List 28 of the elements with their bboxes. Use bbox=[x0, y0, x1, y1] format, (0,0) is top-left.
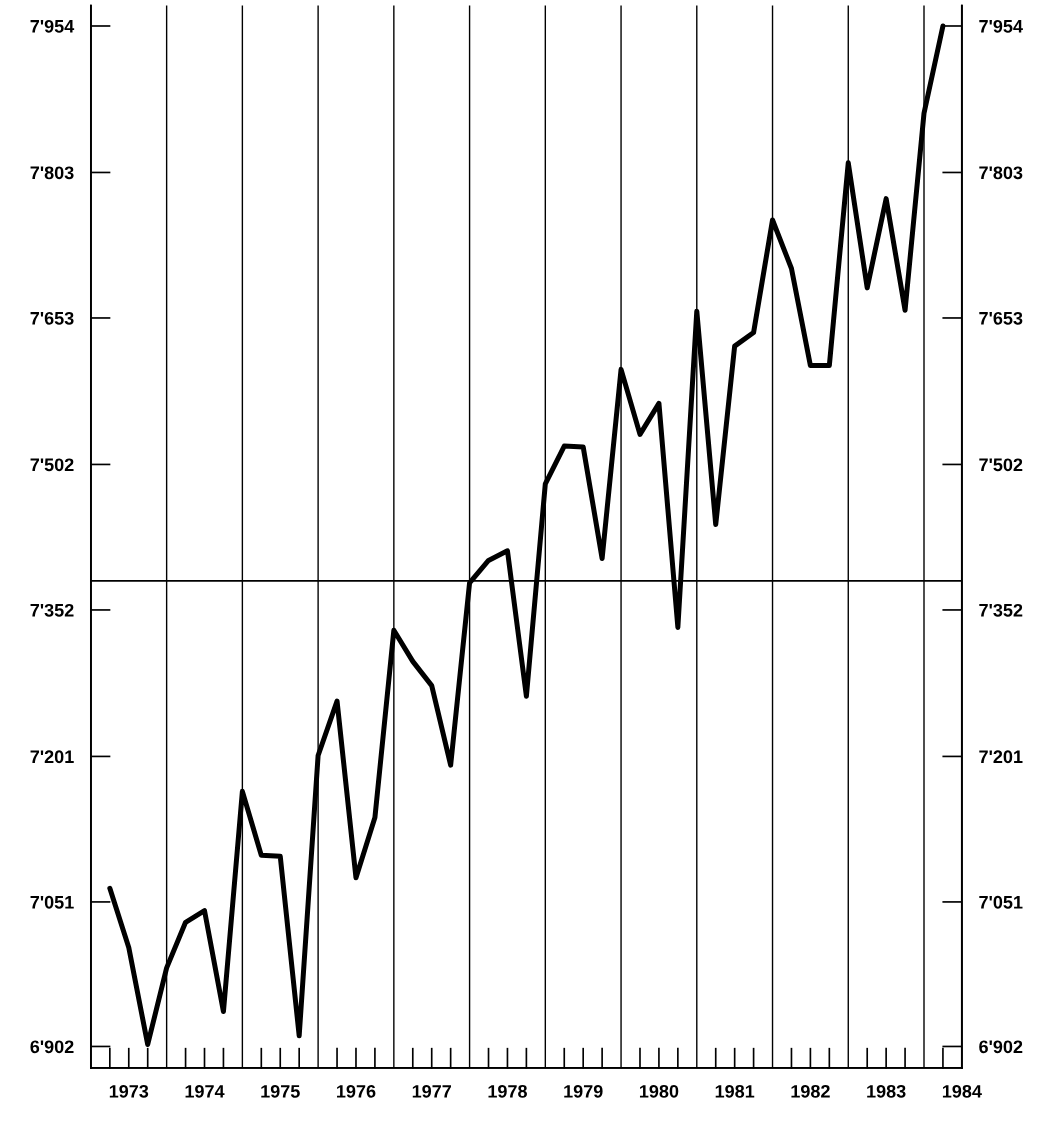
x-tick-label: 1984 bbox=[942, 1084, 982, 1098]
x-tick-label: 1981 bbox=[715, 1084, 755, 1098]
x-tick-label: 1980 bbox=[639, 1084, 679, 1098]
y-tick-label: 7'352 bbox=[30, 603, 74, 617]
y-tick-label: 7'051 bbox=[30, 895, 74, 909]
y2-tick-label: 7'954 bbox=[979, 19, 1023, 33]
y-tick-label: 7'201 bbox=[30, 750, 74, 764]
y2-tick-label: 7'803 bbox=[979, 166, 1023, 180]
y-tick-label: 7'954 bbox=[30, 19, 75, 33]
x-tick-label: 1973 bbox=[109, 1084, 149, 1098]
y2-tick-label: 7'201 bbox=[979, 750, 1023, 764]
x-tick-label: 1977 bbox=[412, 1084, 452, 1098]
y-tick-label: 7'502 bbox=[30, 458, 74, 472]
y2-tick-label: 6'902 bbox=[979, 1040, 1023, 1054]
y2-tick-label: 7'352 bbox=[979, 603, 1023, 617]
y-tick-label: 6'902 bbox=[30, 1040, 74, 1054]
x-tick-label: 1976 bbox=[337, 1084, 376, 1098]
y-tick-label: 7'803 bbox=[30, 166, 74, 180]
x-tick-label: 1975 bbox=[261, 1084, 300, 1098]
x-tick-label: 1978 bbox=[488, 1084, 527, 1098]
y-tick-label: 7'653 bbox=[30, 311, 74, 325]
y2-tick-label: 7'653 bbox=[979, 311, 1023, 325]
y2-tick-label: 7'051 bbox=[979, 895, 1023, 909]
y2-tick-label: 7'502 bbox=[979, 458, 1023, 472]
x-tick-label: 1979 bbox=[564, 1084, 603, 1098]
x-tick-label: 1982 bbox=[791, 1084, 830, 1098]
x-tick-label: 1983 bbox=[867, 1084, 906, 1098]
x-tick-label: 1974 bbox=[185, 1084, 225, 1098]
